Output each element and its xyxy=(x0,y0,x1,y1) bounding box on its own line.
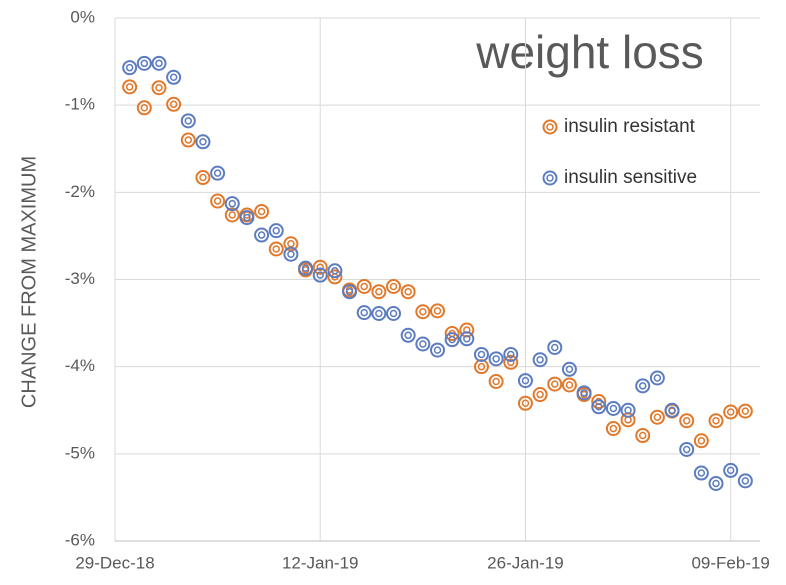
y-axis-label: CHANGE FROM MAXIMUM xyxy=(18,156,40,408)
data-point xyxy=(649,370,665,386)
data-point xyxy=(708,413,724,429)
y-tick-label: -1% xyxy=(65,95,95,114)
data-point xyxy=(180,132,196,148)
data-point xyxy=(327,263,343,279)
data-point xyxy=(151,80,167,96)
legend-marker xyxy=(542,170,558,186)
data-point xyxy=(561,361,577,377)
data-point xyxy=(254,204,270,220)
data-point xyxy=(166,96,182,112)
data-point xyxy=(151,55,167,71)
y-tick-label: -6% xyxy=(65,530,95,549)
data-point xyxy=(224,196,240,212)
data-point xyxy=(400,284,416,300)
data-point xyxy=(283,246,299,262)
data-point xyxy=(693,465,709,481)
data-point xyxy=(268,241,284,257)
data-point xyxy=(488,351,504,367)
data-point xyxy=(122,79,138,95)
data-point xyxy=(459,331,475,347)
data-point xyxy=(195,170,211,186)
data-point xyxy=(386,278,402,294)
data-point xyxy=(312,259,328,275)
data-point xyxy=(356,278,372,294)
data-point xyxy=(415,336,431,352)
data-point xyxy=(561,377,577,393)
data-point xyxy=(298,260,314,276)
chart-title: weight loss xyxy=(475,26,704,78)
data-point xyxy=(737,403,753,419)
x-tick-label: 09-Feb-19 xyxy=(691,553,769,572)
data-point xyxy=(210,165,226,181)
data-point xyxy=(723,404,739,420)
data-point xyxy=(342,284,358,300)
data-point xyxy=(620,402,636,418)
data-point xyxy=(312,267,328,283)
data-point xyxy=(371,284,387,300)
data-point xyxy=(679,413,695,429)
data-point xyxy=(224,207,240,223)
y-tick-label: -2% xyxy=(65,182,95,201)
data-point xyxy=(136,55,152,71)
y-tick-label: -4% xyxy=(65,356,95,375)
data-point xyxy=(400,327,416,343)
data-point xyxy=(371,305,387,321)
data-point xyxy=(430,303,445,319)
data-point xyxy=(473,346,489,362)
x-tick-label: 29-Dec-18 xyxy=(75,553,154,572)
data-point xyxy=(430,342,445,358)
data-point xyxy=(532,387,548,403)
data-point xyxy=(268,223,284,239)
data-point xyxy=(517,395,533,411)
x-tick-label: 26-Jan-19 xyxy=(487,553,564,572)
data-point xyxy=(605,401,621,417)
data-point xyxy=(136,100,152,116)
y-tick-label: 0% xyxy=(70,7,95,26)
data-point xyxy=(576,385,592,401)
data-point xyxy=(210,193,226,209)
data-point xyxy=(605,421,621,437)
legend-label: insulin resistant xyxy=(564,116,696,137)
data-point xyxy=(180,113,196,129)
data-point xyxy=(693,433,709,449)
data-point xyxy=(166,69,182,85)
data-point xyxy=(195,134,211,150)
data-point xyxy=(591,399,607,415)
data-point xyxy=(239,210,255,226)
data-point xyxy=(737,473,753,489)
data-point xyxy=(517,373,533,389)
data-point xyxy=(503,354,519,370)
data-point xyxy=(503,346,519,362)
data-point xyxy=(635,378,651,394)
data-point xyxy=(547,339,563,355)
y-tick-label: -5% xyxy=(65,443,95,462)
data-point xyxy=(723,462,739,478)
legend-marker xyxy=(542,119,558,135)
data-point xyxy=(547,376,563,392)
data-point xyxy=(635,428,651,444)
x-tick-label: 12-Jan-19 xyxy=(282,553,359,572)
data-point xyxy=(386,305,402,321)
data-point xyxy=(679,441,695,457)
data-point xyxy=(664,402,680,418)
data-point xyxy=(488,373,504,389)
data-point xyxy=(532,352,548,368)
data-point xyxy=(649,409,665,425)
data-point xyxy=(708,475,724,491)
data-point xyxy=(415,304,431,320)
data-point xyxy=(444,332,460,348)
data-point xyxy=(122,60,138,76)
y-tick-label: -3% xyxy=(65,269,95,288)
legend-label: insulin sensitive xyxy=(564,167,697,188)
data-point xyxy=(254,227,270,243)
data-point xyxy=(356,305,372,321)
